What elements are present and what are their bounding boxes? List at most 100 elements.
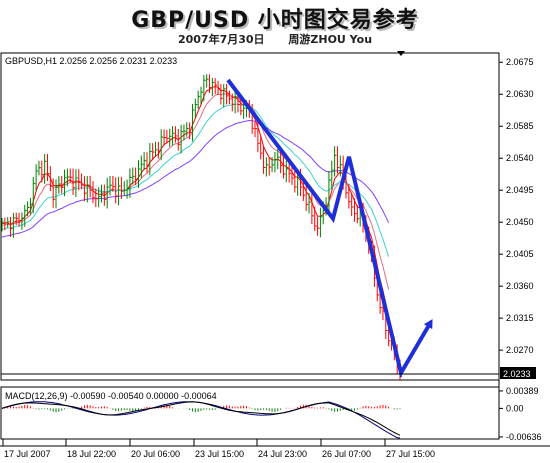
price-bar <box>336 146 340 174</box>
price-bar <box>206 74 209 88</box>
price-bar <box>314 206 317 231</box>
price-tick-label: 2.0495 <box>506 185 534 195</box>
price-bar <box>137 160 141 189</box>
macd-tick-label: 0.00389 <box>506 386 539 396</box>
price-tick-label: 2.0540 <box>506 153 534 163</box>
price-bar <box>66 168 70 187</box>
price-bar <box>203 75 206 102</box>
price-bar <box>83 176 87 202</box>
price-bar <box>92 181 95 204</box>
price-bar <box>172 126 175 146</box>
x-tick-label: 23 Jul 15:00 <box>195 449 244 459</box>
price-bar <box>98 187 101 208</box>
price-tick-label: 2.0405 <box>506 249 534 259</box>
price-tick-label: 2.0315 <box>506 313 534 323</box>
price-bar <box>271 157 275 173</box>
price-bar <box>106 177 110 209</box>
x-tick-label: 20 Jul 06:00 <box>131 449 180 459</box>
price-bar <box>268 157 272 176</box>
price-bar <box>211 77 215 97</box>
price-bar <box>81 173 84 190</box>
chart-title: GBP/USD 小时图交易参考 <box>131 8 419 33</box>
price-bar <box>41 160 44 183</box>
price-bar <box>348 183 351 209</box>
price-bar <box>334 146 337 177</box>
current-price-label: 2.0233 <box>503 369 531 379</box>
price-bar <box>214 78 218 95</box>
price-tick-label: 2.0630 <box>506 89 534 99</box>
x-tick-label: 26 Jul 07:00 <box>322 449 371 459</box>
price-bar <box>209 74 212 93</box>
price-bar <box>305 186 309 212</box>
price-bar <box>191 103 195 142</box>
price-bar <box>35 164 39 192</box>
price-bar <box>10 217 13 237</box>
price-bar <box>200 86 203 105</box>
price-bar <box>101 184 104 203</box>
price-bar <box>126 179 130 199</box>
price-bar <box>186 122 189 137</box>
price-bar <box>4 217 7 231</box>
price-bar <box>1 217 4 232</box>
price-bar <box>135 167 138 186</box>
price-bar <box>64 169 67 197</box>
price-bar <box>157 141 161 159</box>
price-bar <box>112 175 115 192</box>
price-bar <box>277 148 280 170</box>
price-bar <box>21 212 24 230</box>
price-bar <box>95 188 98 208</box>
price-bar <box>263 145 266 174</box>
chart-subtitle: 2007年7月30日 周游ZHOU You <box>0 31 550 47</box>
trend-annotation <box>226 78 433 379</box>
price-bar <box>260 136 263 160</box>
price-bar <box>354 198 357 222</box>
price-bar <box>55 179 59 209</box>
price-tick-label: 2.0585 <box>506 121 534 131</box>
macd-tick-label: -0.00636 <box>506 432 542 442</box>
price-bar <box>331 160 334 190</box>
price-bar <box>38 160 41 176</box>
price-bar <box>356 205 360 224</box>
price-bar <box>49 166 53 192</box>
price-bar <box>78 169 81 191</box>
price-bar <box>243 102 246 119</box>
price-bar <box>217 80 221 96</box>
macd-info: MACD(12,26,9) -0.00590 -0.00540 0.00000 … <box>5 391 217 401</box>
price-bar <box>27 201 30 217</box>
price-bar <box>109 175 113 196</box>
price-bar <box>143 152 147 171</box>
price-tick-label: 2.0450 <box>506 217 534 227</box>
price-bar <box>282 157 286 179</box>
price-bar <box>69 168 73 183</box>
price-bar <box>285 160 289 183</box>
x-tick-label: 24 Jul 23:00 <box>258 449 307 459</box>
price-bar <box>120 176 124 200</box>
price-bar <box>103 184 107 206</box>
price-bar <box>7 217 10 228</box>
price-bar <box>240 98 243 116</box>
macd-histogram <box>1 401 401 439</box>
price-bar <box>274 151 277 173</box>
trend-path <box>226 78 433 379</box>
macd-signal-line <box>1 401 401 436</box>
price-bar <box>115 177 118 204</box>
price-bar <box>183 124 186 141</box>
price-tick-label: 2.0675 <box>506 57 534 67</box>
ma-slow-line <box>1 119 390 238</box>
price-bar <box>132 167 135 185</box>
price-bar <box>89 175 93 198</box>
price-bar <box>140 155 144 178</box>
price-bar <box>228 90 232 105</box>
price-info: GBPUSD,H1 2.0256 2.0256 2.0231 2.0233 <box>5 56 177 66</box>
price-bar <box>163 129 167 146</box>
price-bar <box>155 141 158 157</box>
price-bar <box>317 216 320 236</box>
subtitle-date: 2007年7月30日 <box>177 33 265 46</box>
price-bar <box>166 129 169 144</box>
price-bar <box>32 176 36 214</box>
price-bar <box>308 193 312 214</box>
price-bar <box>123 181 127 196</box>
price-bar <box>257 121 260 153</box>
ma-fast-line <box>1 86 390 317</box>
price-bar <box>311 192 314 225</box>
